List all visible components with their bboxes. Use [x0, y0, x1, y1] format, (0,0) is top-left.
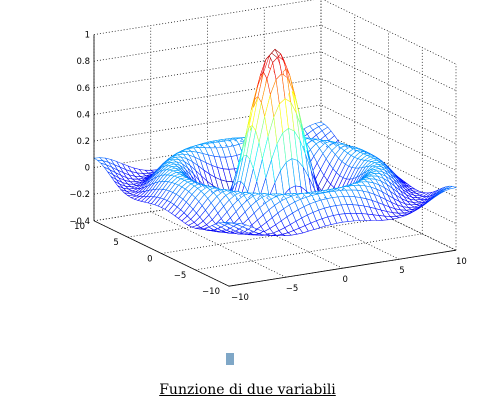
z-tick-label: 0.4	[76, 110, 90, 120]
surface-mesh	[93, 48, 457, 236]
tick-highlight	[226, 353, 234, 365]
x-tick-label: 10	[74, 222, 85, 232]
x-tick-label: −5	[174, 271, 187, 281]
surface-plot: −0.4 −0.2 0 0.2 0.4 0.6 0.8 1 10 5 0 −5 −10 −10 −5 0 5 10	[69, 0, 467, 304]
x-tick-label: −10	[202, 287, 220, 297]
x-tick-label: 5	[113, 238, 118, 248]
y-axis-line	[228, 249, 457, 287]
mesh-cell	[446, 186, 457, 190]
z-tick-label: 0.2	[76, 137, 90, 147]
y-tick-label: 10	[456, 257, 467, 267]
gridline-floor	[150, 211, 286, 278]
x-axis-line	[93, 220, 230, 287]
figure-caption: Funzione di due variabili	[0, 382, 495, 398]
y-tick-label: −5	[286, 284, 299, 294]
z-tick-label: 0.6	[76, 84, 90, 94]
y-tick-label: 0	[343, 275, 348, 285]
z-tick-label: 0.8	[76, 57, 90, 67]
axes-lines	[93, 34, 457, 287]
caption-text: Funzione di due variabili	[159, 382, 336, 398]
y-tick-label: 5	[399, 266, 404, 276]
z-tick-label: −0.4	[69, 217, 90, 227]
z-tick-label: −0.2	[69, 190, 90, 200]
gridline-floor	[264, 193, 400, 260]
z-tick-label: 0	[85, 164, 90, 174]
gridline-floor	[195, 233, 423, 271]
y-tick-label: −10	[231, 293, 249, 303]
z-tick-label: 1	[85, 31, 90, 41]
tick-labels: −0.4 −0.2 0 0.2 0.4 0.6 0.8 1 10 5 0 −5 −10 −10 −5 0 5 10	[69, 31, 466, 304]
x-tick-label: 0	[147, 255, 152, 265]
